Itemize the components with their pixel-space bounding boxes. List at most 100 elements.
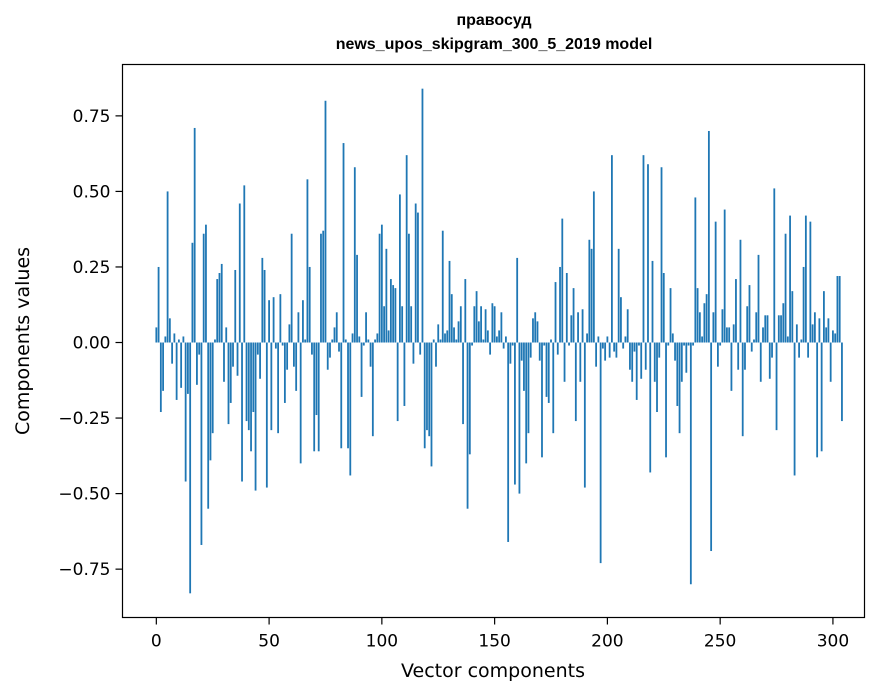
bar <box>827 318 830 343</box>
bar <box>606 336 609 343</box>
bar <box>214 339 216 343</box>
bar <box>505 336 507 343</box>
y-tick-label: 0.50 <box>73 182 111 202</box>
bar <box>809 221 812 343</box>
bar <box>714 221 717 343</box>
bar <box>308 266 311 343</box>
bar <box>491 303 494 343</box>
bar <box>338 342 340 352</box>
bar <box>227 342 230 425</box>
bar <box>676 342 679 406</box>
bar <box>649 342 652 473</box>
bar <box>834 333 837 343</box>
bar <box>432 339 435 343</box>
bar <box>376 333 379 343</box>
x-tick-label: 200 <box>591 632 623 652</box>
bar <box>703 303 706 343</box>
bar <box>168 318 171 343</box>
bar <box>728 327 731 343</box>
x-tick-label: 250 <box>704 632 736 652</box>
bar <box>529 342 532 358</box>
bar <box>644 342 647 370</box>
bar <box>592 191 595 343</box>
bar <box>647 164 649 343</box>
x-tick-label: 100 <box>366 632 398 652</box>
bar <box>261 257 264 343</box>
bar <box>694 197 697 343</box>
bar <box>392 285 395 343</box>
bar <box>502 342 505 349</box>
x-tick-label: 300 <box>817 632 849 652</box>
bar <box>164 336 167 343</box>
bar <box>802 266 805 343</box>
bar <box>220 263 223 343</box>
bar <box>554 282 557 343</box>
bar <box>771 342 773 358</box>
bar <box>793 342 796 476</box>
bar <box>789 215 791 343</box>
bar <box>299 342 302 464</box>
bar <box>205 224 207 343</box>
bar <box>680 342 683 382</box>
bar <box>356 254 358 343</box>
bar <box>590 248 593 343</box>
y-axis-label: Components values <box>12 247 34 435</box>
bar <box>773 188 776 343</box>
bar <box>784 233 787 343</box>
bar <box>394 288 397 343</box>
bar <box>468 342 471 455</box>
bar <box>486 330 489 343</box>
bar <box>232 342 234 367</box>
bar <box>477 321 480 343</box>
bar <box>250 342 252 452</box>
bar <box>414 203 417 343</box>
bar <box>744 342 746 370</box>
bar <box>360 342 363 397</box>
plot-frame <box>121 63 866 619</box>
bar <box>737 342 740 370</box>
bar <box>755 312 758 343</box>
bar <box>674 342 676 361</box>
bar <box>777 315 780 343</box>
bar <box>500 312 503 343</box>
bar <box>378 233 381 343</box>
bar <box>759 342 762 382</box>
bar <box>374 339 376 343</box>
bar <box>757 254 760 343</box>
bar <box>613 342 616 352</box>
bar <box>498 330 501 343</box>
bar <box>525 342 528 464</box>
bar <box>640 342 643 379</box>
bar <box>218 273 221 343</box>
bar <box>209 342 212 461</box>
y-tick-label: −0.25 <box>58 409 110 429</box>
bar <box>380 224 383 343</box>
bar <box>836 276 839 343</box>
bar <box>841 342 843 422</box>
y-tick-label: 0.25 <box>73 258 111 278</box>
bar <box>726 327 728 343</box>
bar <box>297 312 300 343</box>
bar <box>159 342 162 413</box>
bar <box>538 342 541 361</box>
bar <box>241 342 243 482</box>
bar <box>608 342 611 358</box>
bar <box>552 342 555 434</box>
bar <box>439 339 442 343</box>
bar <box>437 324 440 343</box>
bar <box>509 342 512 364</box>
bar <box>514 342 516 485</box>
bar <box>766 315 769 343</box>
bar <box>304 339 307 343</box>
bar <box>775 342 778 431</box>
bar <box>347 342 349 449</box>
bar <box>234 269 237 343</box>
bar <box>288 324 291 343</box>
bar <box>626 309 629 343</box>
bar <box>333 327 336 343</box>
bar <box>611 155 613 343</box>
bar <box>238 203 241 343</box>
bar <box>653 342 656 382</box>
bar <box>730 342 733 391</box>
bar <box>536 321 539 343</box>
